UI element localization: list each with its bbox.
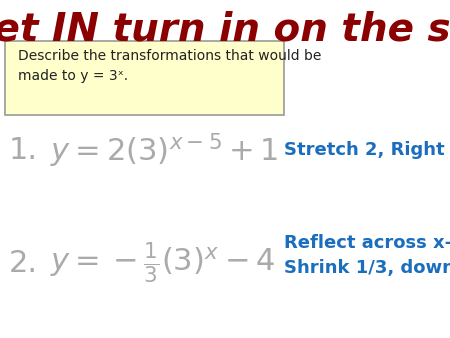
Text: $y = -\frac{1}{3}(3)^{x}-4$: $y = -\frac{1}{3}(3)^{x}-4$	[50, 241, 274, 286]
Text: 1.: 1.	[9, 136, 38, 165]
Text: ticket IN turn in on the stool: ticket IN turn in on the stool	[0, 10, 450, 48]
Text: Stretch 2, Right 5, Up 1: Stretch 2, Right 5, Up 1	[284, 141, 450, 160]
Text: 2.: 2.	[9, 249, 38, 278]
Text: $y = 2(3)^{x-5}+1$: $y = 2(3)^{x-5}+1$	[50, 131, 278, 170]
Text: Reflect across x-axis,
Shrink 1/3, down 4: Reflect across x-axis, Shrink 1/3, down …	[284, 234, 450, 277]
FancyBboxPatch shape	[4, 41, 284, 115]
Text: Describe the transformations that would be
made to y = 3ˣ.: Describe the transformations that would …	[18, 49, 321, 82]
